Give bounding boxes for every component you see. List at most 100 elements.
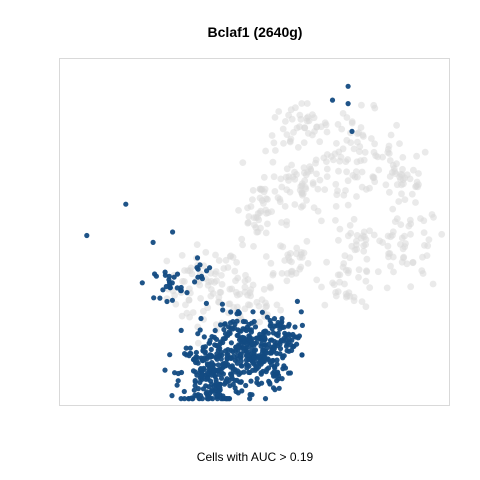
background-cell-point [239, 241, 247, 249]
background-cell-point [264, 220, 271, 228]
background-cell-point [413, 178, 421, 186]
highlighted-cell-point [164, 298, 170, 305]
highlighted-cell-point [204, 370, 211, 376]
background-cell-point [202, 248, 210, 256]
highlighted-cell-point [294, 298, 300, 304]
highlighted-cell-point [218, 369, 225, 375]
highlighted-cell-point [195, 331, 201, 337]
highlighted-cell-point [234, 318, 240, 324]
highlighted-cell-point [181, 388, 187, 395]
background-cell-point [178, 252, 186, 259]
highlighted-cell-point [162, 367, 168, 373]
background-cell-point [344, 232, 352, 240]
background-cell-point [269, 158, 277, 166]
highlighted-cell-point [256, 354, 262, 360]
background-cell-point [209, 290, 217, 297]
highlighted-cell-point [157, 295, 163, 301]
highlighted-cell-point [166, 279, 173, 285]
highlighted-cell-point [254, 376, 260, 382]
background-cell-point [278, 183, 286, 191]
highlighted-cell-point [238, 379, 244, 385]
background-cell-point [267, 259, 275, 267]
highlighted-cell-point [197, 327, 203, 333]
background-cell-point [375, 166, 383, 174]
background-cell-point [382, 181, 390, 189]
highlighted-cell-point [160, 287, 166, 293]
highlighted-cell-point [190, 357, 197, 363]
background-cell-point [346, 222, 354, 229]
highlighted-cell-point [274, 357, 280, 363]
background-cell-point [343, 136, 351, 144]
background-cell-point [313, 170, 320, 178]
background-cell-point [204, 304, 212, 312]
background-cell-point [281, 203, 289, 210]
highlighted-cell-point [275, 369, 281, 375]
highlighted-cell-point [286, 331, 292, 337]
background-cell-point [270, 139, 278, 147]
background-cell-point [360, 247, 368, 255]
background-cell-point [407, 283, 415, 291]
background-cell-point [370, 231, 378, 239]
background-cell-point [224, 264, 232, 271]
highlighted-cell-point [220, 307, 226, 313]
highlighted-cell-point [183, 345, 189, 351]
background-cell-point [238, 235, 246, 243]
highlighted-cell-point [240, 326, 246, 332]
highlighted-cell-point [178, 327, 184, 333]
background-cell-point [335, 167, 342, 175]
background-cell-point [172, 300, 180, 308]
background-cell-point [244, 219, 252, 227]
background-cell-point [212, 251, 219, 259]
highlighted-cell-point [274, 361, 280, 367]
highlighted-cell-point [290, 331, 296, 338]
background-cell-point [424, 242, 432, 250]
highlighted-cell-point [194, 354, 200, 360]
highlighted-cell-point [169, 297, 175, 303]
background-cell-point [283, 165, 291, 173]
highlighted-cell-point [222, 321, 228, 327]
background-cell-point [218, 272, 225, 279]
highlighted-cell-point [201, 365, 207, 371]
background-cells [163, 100, 446, 347]
background-cell-point [400, 253, 408, 261]
background-cell-point [369, 174, 377, 182]
highlighted-cell-point [174, 285, 180, 291]
highlighted-cell-point [197, 262, 203, 268]
background-cell-point [197, 295, 205, 302]
background-cell-point [256, 185, 264, 193]
background-cell-point [366, 227, 373, 235]
background-cell-point [262, 206, 270, 214]
highlighted-cell-point [299, 352, 305, 358]
highlighted-cell-point [204, 389, 210, 395]
background-cell-point [181, 267, 188, 274]
background-cell-point [299, 190, 307, 198]
highlighted-cell-point [285, 323, 291, 329]
background-cell-point [247, 203, 255, 210]
background-cell-point [354, 138, 361, 146]
highlighted-cell-point [250, 309, 256, 315]
highlighted-cell-point [171, 274, 177, 280]
background-cell-point [278, 219, 285, 226]
background-cell-point [249, 187, 257, 194]
highlighted-cell-point [218, 375, 225, 381]
background-cell-point [262, 253, 270, 260]
highlighted-cell-point [166, 273, 172, 279]
highlighted-cell-point [236, 310, 242, 316]
background-cell-point [343, 168, 350, 176]
highlighted-cell-point [249, 320, 255, 326]
highlighted-cell-point [234, 360, 240, 366]
background-cell-point [355, 266, 363, 274]
background-cell-point [212, 321, 220, 329]
highlighted-cell-point [258, 371, 264, 377]
background-cell-point [271, 188, 279, 195]
background-cell-point [357, 234, 365, 242]
background-cell-point [282, 173, 290, 181]
highlighted-cell-point [215, 354, 222, 360]
background-cell-point [318, 283, 325, 291]
background-cell-point [304, 260, 312, 267]
background-cell-point [397, 221, 405, 229]
highlighted-cell-point [201, 334, 207, 340]
highlighted-cell-point [290, 344, 296, 350]
highlighted-cell-point [200, 348, 206, 354]
background-cell-point [283, 221, 290, 229]
